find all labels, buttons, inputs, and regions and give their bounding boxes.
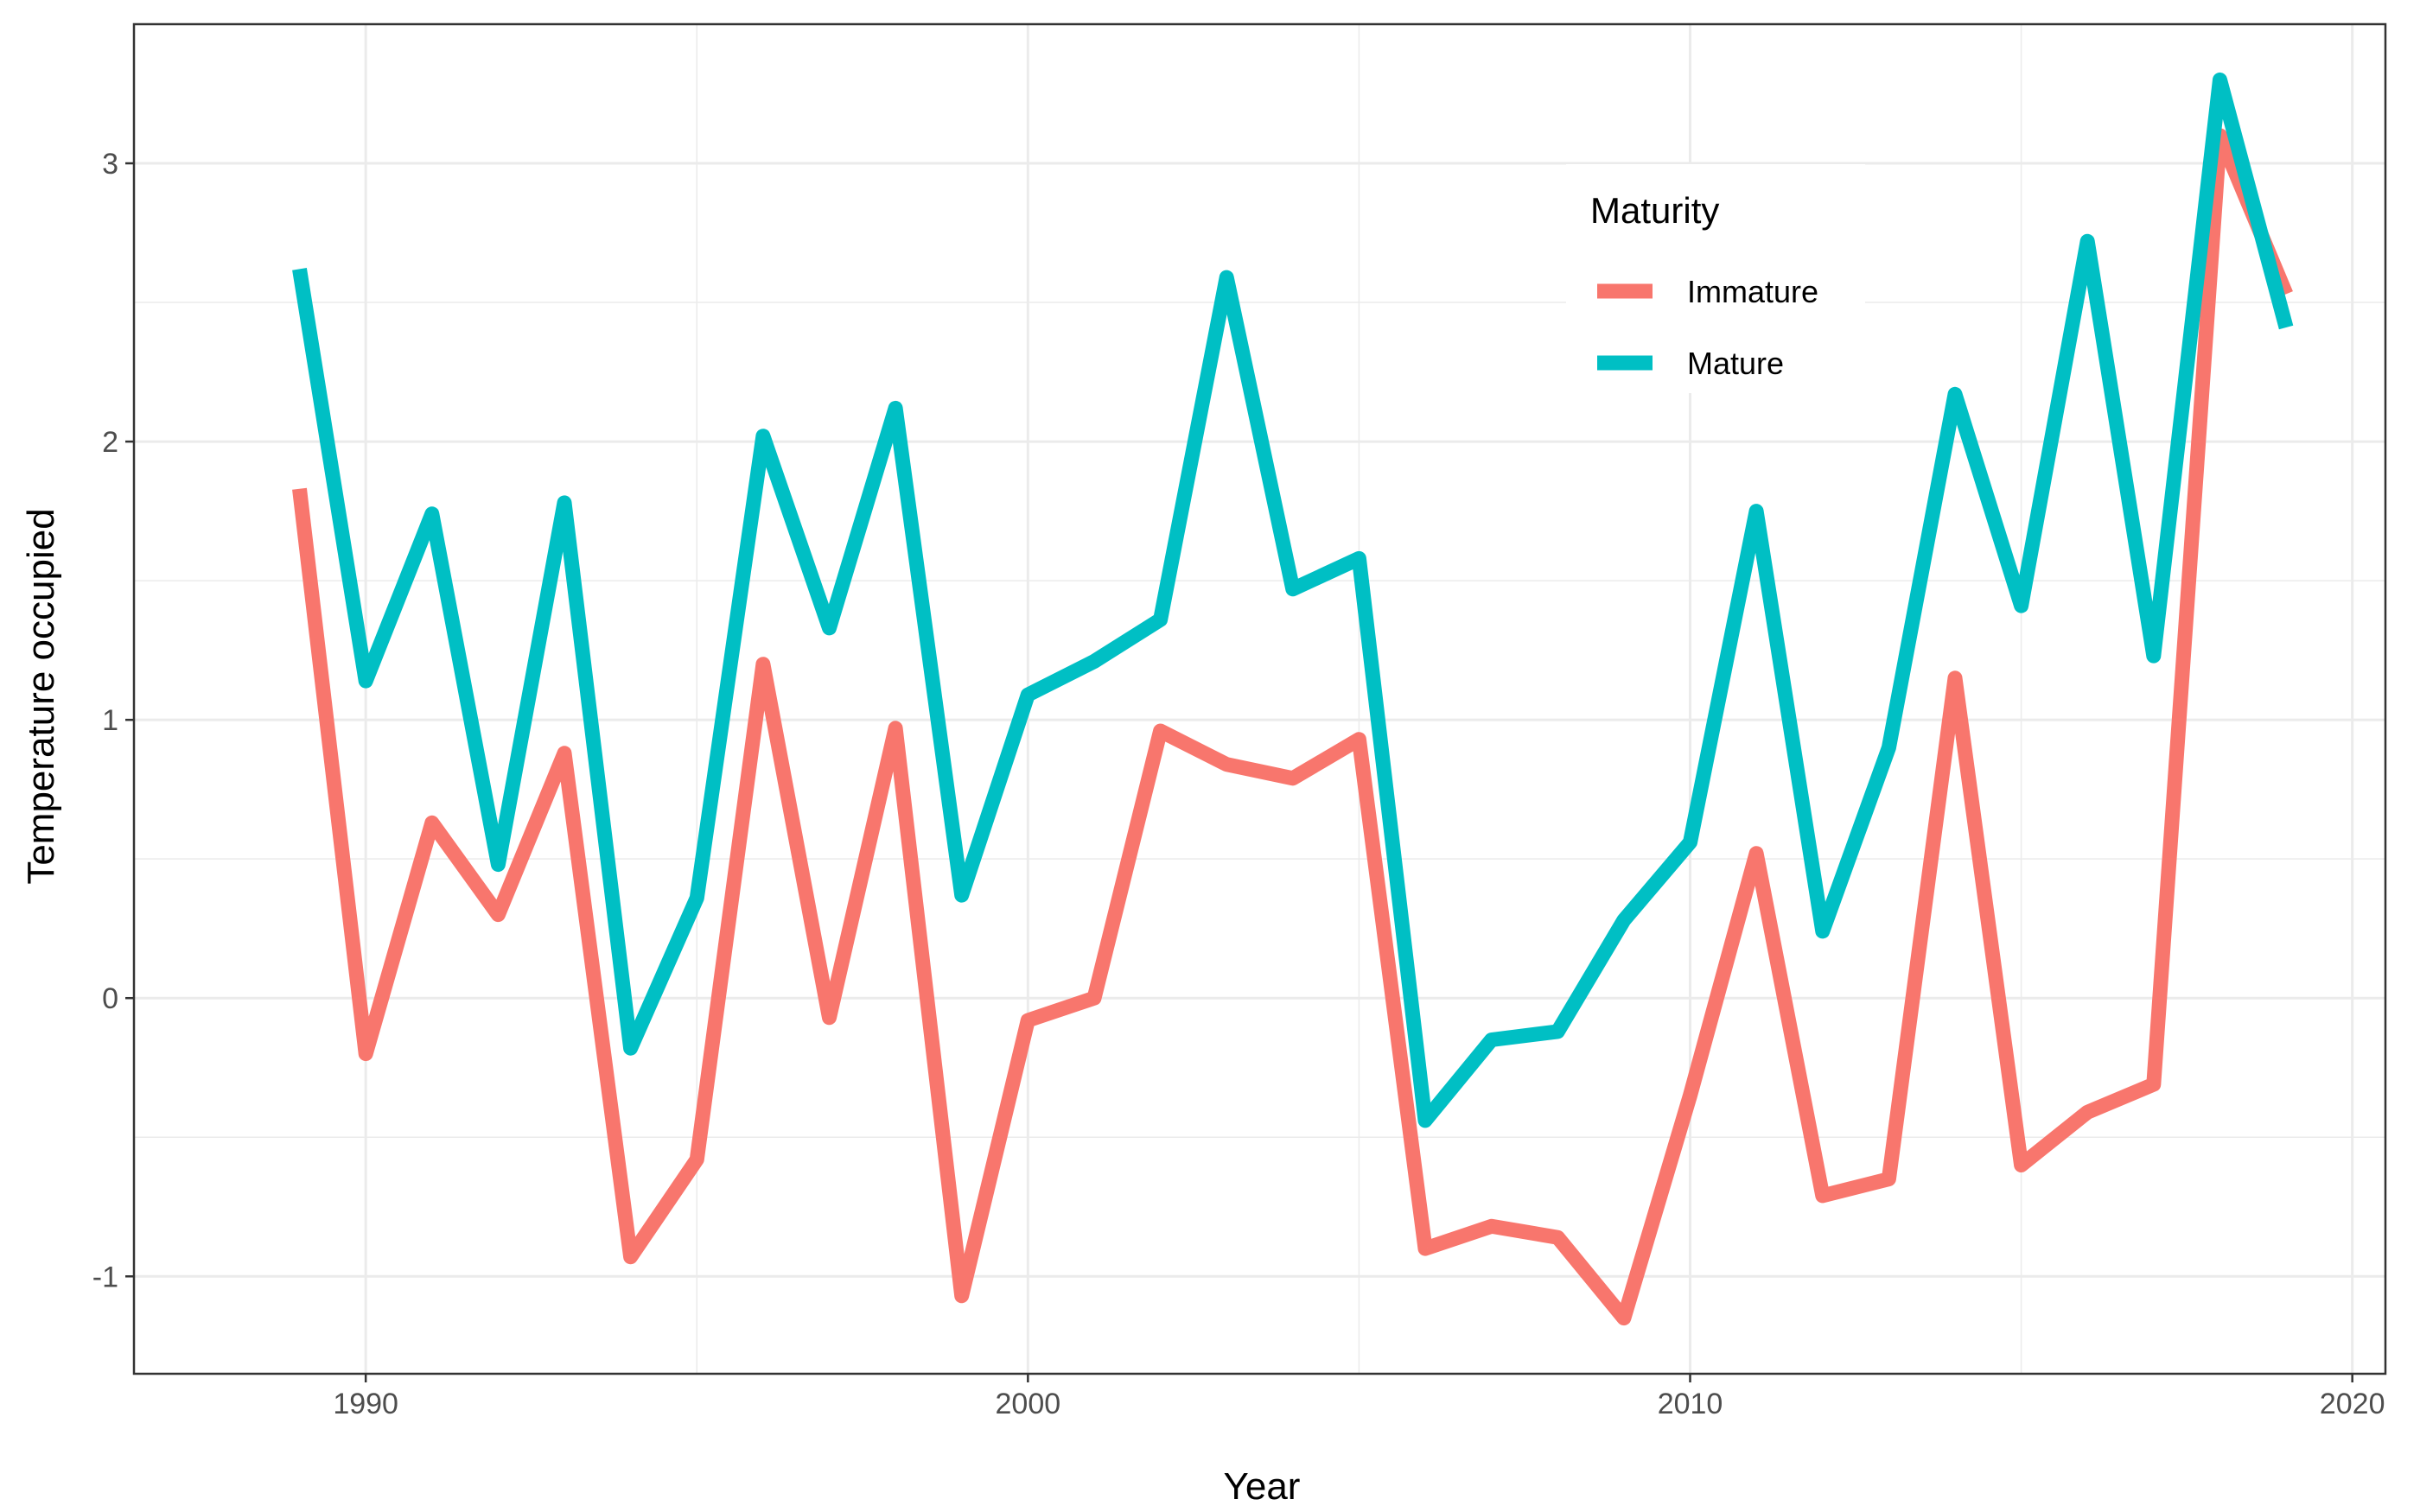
y-axis-title: Temperature occupied	[20, 508, 62, 884]
y-axis-ticks: -1 0 1 2 3	[92, 148, 134, 1293]
x-tick-label: 2010	[1658, 1388, 1723, 1420]
series-line-immature	[292, 128, 2293, 1326]
y-tick-label: 0	[102, 982, 118, 1015]
major-gridlines	[134, 24, 2385, 1374]
y-tick-label: -1	[92, 1261, 118, 1293]
x-tick-label: 1990	[333, 1388, 398, 1420]
legend: Maturity Immature Mature	[1566, 164, 1865, 393]
x-axis-ticks: 1990 2000 2010 2020	[333, 1374, 2385, 1420]
x-tick-label: 2000	[996, 1388, 1061, 1420]
series-line-mature	[292, 72, 2294, 1128]
legend-title: Maturity	[1590, 190, 1719, 231]
y-tick-label: 2	[102, 426, 118, 459]
plot-panel-border	[132, 22, 2387, 1375]
legend-label-immature: Immature	[1687, 274, 1818, 309]
y-tick-label: 1	[102, 704, 118, 737]
series-lines	[292, 72, 2294, 1326]
x-axis-title: Year	[1224, 1465, 1301, 1508]
x-tick-label: 2020	[2320, 1388, 2385, 1420]
legend-label-mature: Mature	[1687, 346, 1784, 381]
legend-background	[1566, 164, 1865, 393]
minor-gridlines	[134, 24, 2385, 1374]
y-tick-label: 3	[102, 148, 118, 181]
